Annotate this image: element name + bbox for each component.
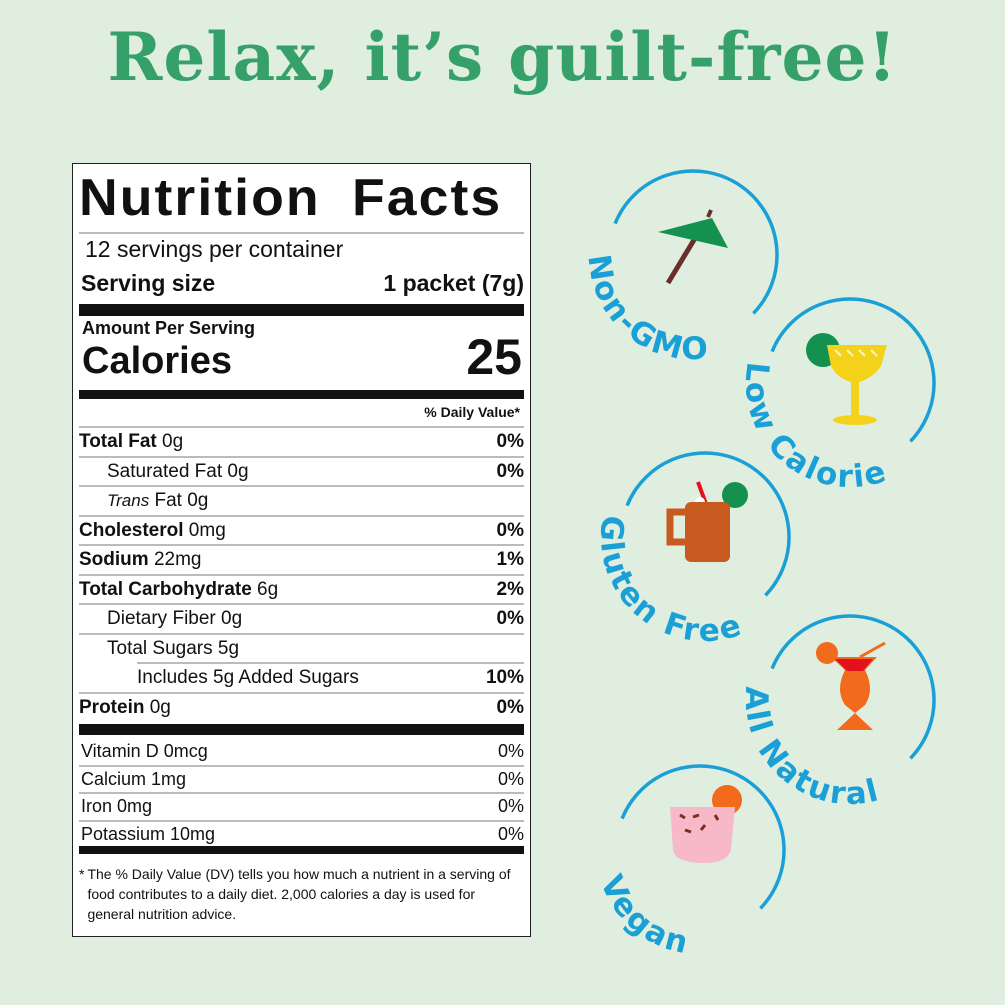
nutrient-amount: Saturated Fat 0g <box>107 460 249 482</box>
nutrient-amount: 0g <box>156 431 184 452</box>
vitamin-row: Potassium 10mg 0% <box>81 821 524 848</box>
nutrient-name: Protein 0g <box>79 693 171 722</box>
nutrient-name: Cholesterol 0mg <box>79 516 226 545</box>
badge-ring <box>770 614 936 760</box>
nutrient-dv: 0% <box>496 431 524 452</box>
vitamin-name: Calcium 1mg <box>81 768 187 789</box>
badge-label: Vegan <box>593 870 694 962</box>
nutrient-name: Sodium 22mg <box>79 545 201 574</box>
footnote: The % Daily Value (DV) tells you how muc… <box>87 866 511 922</box>
nutrient-row: Protein 0g 0% <box>79 693 524 722</box>
amount-per-serving: Amount Per Serving <box>82 318 256 338</box>
vitamin-dv: 0% <box>497 768 524 789</box>
nutrient-amount: Dietary Fiber 0g <box>107 608 243 629</box>
badge-non-gmo: Non-GMO <box>580 169 779 367</box>
vitamin-dv: 0% <box>497 796 524 816</box>
daily-value-header: % Daily Value* <box>424 404 520 420</box>
nutrient-dv: 1% <box>496 549 524 570</box>
cocktail-umbrella-icon <box>658 209 728 285</box>
pink-tumbler-icon <box>670 785 742 863</box>
nutrient-amount: 22mg <box>148 549 202 570</box>
nutrient-row: Trans Fat 0g <box>79 486 524 515</box>
nutrient-name: Total Sugars 5g <box>79 634 239 663</box>
nutrient-name: Saturated Fat 0g <box>79 457 249 486</box>
nutrient-row: Saturated Fat 0g 0% <box>79 457 524 486</box>
footnote-mark: * <box>79 866 85 882</box>
nutrient-amount: 6g <box>251 578 279 600</box>
headline: Relax, it’s guilt-free! <box>107 18 898 96</box>
nutrient-italic: Trans <box>107 491 150 510</box>
nutrient-amount: Includes 5g Added Sugars <box>137 667 359 688</box>
vitamin-name: Iron 0mg <box>81 796 153 816</box>
nutrient-row: Total Carbohydrate 6g 2% <box>79 575 524 604</box>
nutrient-amount: 0mg <box>183 519 226 541</box>
servings-per-container: 12 servings per container <box>85 236 344 262</box>
nutrient-amount: Fat 0g <box>149 490 209 511</box>
nutrient-dv: 2% <box>496 578 524 600</box>
calories-value: 25 <box>466 329 522 385</box>
nutrient-name: Dietary Fiber 0g <box>79 604 242 633</box>
calories-label: Calories <box>82 340 232 382</box>
badge-vegan: Vegan <box>593 764 786 962</box>
nutrient-row: Includes 5g Added Sugars 10% <box>79 663 524 692</box>
nutrient-row: Cholesterol 0mg 0% <box>79 516 524 545</box>
badge-ring <box>620 764 786 910</box>
nutrient-row: Total Fat 0g 0% <box>79 427 524 456</box>
badge-ring <box>770 297 936 443</box>
badge-ring <box>625 451 791 597</box>
nutrient-name: Trans Fat 0g <box>79 486 208 515</box>
badge-low-calorie: Low Calorie <box>737 297 936 495</box>
vitamin-name: Potassium 10mg <box>81 823 216 844</box>
nutrient-dv: 0% <box>496 608 524 629</box>
vitamin-dv: 0% <box>497 741 524 761</box>
nutrient-dv: 0% <box>496 460 524 482</box>
nutrient-row: Total Sugars 5g <box>79 634 524 663</box>
badge-label: Non-GMO <box>580 252 710 367</box>
nutrient-bold: Sodium <box>79 549 149 570</box>
nutrient-amount: Total Sugars 5g <box>107 637 240 659</box>
badge-gluten-free: Gluten Free <box>592 451 791 649</box>
nutrition-facts-label: Nutrition Facts 12 servings per containe… <box>72 163 531 937</box>
nutrient-row: Dietary Fiber 0g 0% <box>79 604 524 633</box>
margarita-icon <box>806 333 887 425</box>
label-title: Nutrition Facts <box>79 169 503 227</box>
vitamin-row: Iron 0mg 0% <box>81 793 524 820</box>
nutrient-bold: Protein <box>79 696 145 718</box>
serving-size-value: 1 packet (7g) <box>383 270 524 296</box>
nutrient-name: Includes 5g Added Sugars <box>79 663 359 692</box>
hurricane-glass-icon <box>816 641 886 730</box>
vitamin-name: Vitamin D 0mcg <box>81 741 208 761</box>
nutrient-bold: Total Carbohydrate <box>79 578 252 600</box>
badge-all-natural: All Natural <box>738 614 936 813</box>
vitamin-dv: 0% <box>497 823 524 844</box>
nutrient-dv: 0% <box>496 519 524 541</box>
nutrient-bold: Total Fat <box>79 431 157 452</box>
serving-size-label: Serving size <box>81 270 216 296</box>
nutrient-dv: 10% <box>485 667 524 688</box>
nutrient-dv: 0% <box>496 696 524 718</box>
vitamin-row: Calcium 1mg 0% <box>81 766 524 793</box>
nutrient-amount: 0g <box>144 696 171 718</box>
nutrient-bold: Cholesterol <box>79 519 184 541</box>
nutrient-name: Total Carbohydrate 6g <box>79 575 278 604</box>
vitamin-row: Vitamin D 0mcg 0% <box>81 738 524 765</box>
nutrient-row: Sodium 22mg 1% <box>79 545 524 574</box>
copper-mug-icon <box>666 481 748 562</box>
badge-ring <box>613 169 779 315</box>
nutrient-name: Total Fat 0g <box>79 427 183 456</box>
